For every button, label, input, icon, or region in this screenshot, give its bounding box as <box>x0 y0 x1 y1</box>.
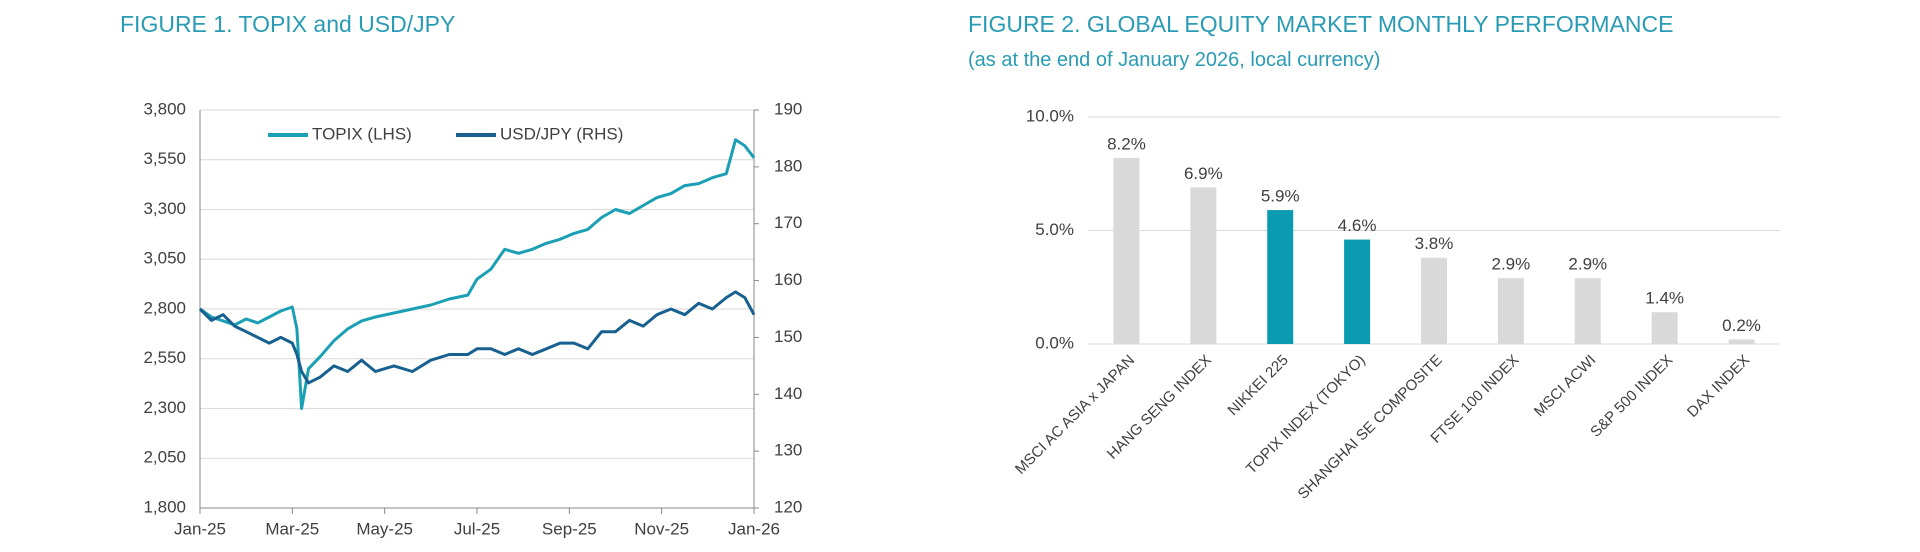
x-tick-label: Nov-25 <box>634 519 689 538</box>
x-tick-label: NIKKEI 225 <box>1224 352 1291 419</box>
y-tick-label: 2,800 <box>143 298 186 317</box>
value-label: 4.6% <box>1338 216 1377 235</box>
chart-title: FIGURE 1. TOPIX and USD/JPY <box>120 11 455 37</box>
bar <box>1344 239 1371 344</box>
y-tick-label: 0.0% <box>1035 333 1074 352</box>
bar <box>1113 157 1140 344</box>
y2-tick-label: 190 <box>774 99 802 118</box>
bar <box>1728 339 1755 344</box>
y-tick-label: 10.0% <box>1026 106 1074 125</box>
line-series <box>198 290 756 385</box>
y2-tick-label: 170 <box>774 213 802 232</box>
value-label: 3.8% <box>1415 234 1454 253</box>
bar <box>1574 278 1601 344</box>
y2-tick-label: 120 <box>774 497 802 516</box>
y-tick-label: 5.0% <box>1035 220 1074 239</box>
value-label: 2.9% <box>1492 255 1531 274</box>
y2-tick-label: 150 <box>774 327 802 346</box>
value-label: 5.9% <box>1261 187 1300 206</box>
value-label: 1.4% <box>1645 289 1684 308</box>
x-tick-label: Jan-26 <box>728 519 780 538</box>
chart-subtitle: (as at the end of January 2026, local cu… <box>968 49 1380 71</box>
value-label: 2.9% <box>1568 255 1607 274</box>
x-tick-label: SHANGHAI SE COMPOSITE <box>1295 352 1446 503</box>
line-series <box>199 138 756 410</box>
y2-tick-label: 160 <box>774 270 802 289</box>
legend-label: USD/JPY (RHS) <box>500 124 623 143</box>
bar <box>1421 257 1447 344</box>
y-tick-label: 3,800 <box>143 99 186 118</box>
y2-tick-label: 140 <box>774 384 802 403</box>
x-tick-label: Jul-25 <box>454 519 500 538</box>
bar <box>1651 312 1678 344</box>
bar <box>1267 210 1294 344</box>
bar <box>1497 278 1524 344</box>
y-tick-label: 2,050 <box>143 448 186 467</box>
y-tick-label: 2,300 <box>143 398 186 417</box>
bar <box>1190 187 1217 344</box>
y2-tick-label: 180 <box>774 156 802 175</box>
x-tick-label: S&P 500 INDEX <box>1587 352 1676 441</box>
x-tick-label: Mar-25 <box>265 519 319 538</box>
y-tick-label: 2,550 <box>143 348 186 367</box>
y-tick-label: 3,050 <box>143 249 186 268</box>
x-tick-label: DAX INDEX <box>1684 352 1753 421</box>
value-label: 6.9% <box>1184 164 1223 183</box>
y2-tick-label: 130 <box>774 441 802 460</box>
legend-label: TOPIX (LHS) <box>312 124 412 143</box>
value-label: 0.2% <box>1722 316 1761 335</box>
y-tick-label: 1,800 <box>143 497 186 516</box>
x-tick-label: MSCI ACWI <box>1531 352 1600 421</box>
x-tick-label: May-25 <box>356 519 413 538</box>
y-tick-label: 3,300 <box>143 199 186 218</box>
x-tick-label: Sep-25 <box>542 519 597 538</box>
chart-title: FIGURE 2. GLOBAL EQUITY MARKET MONTHLY P… <box>968 11 1673 37</box>
value-label: 8.2% <box>1107 134 1146 153</box>
y-tick-label: 3,550 <box>143 149 186 168</box>
x-tick-label: Jan-25 <box>174 519 226 538</box>
